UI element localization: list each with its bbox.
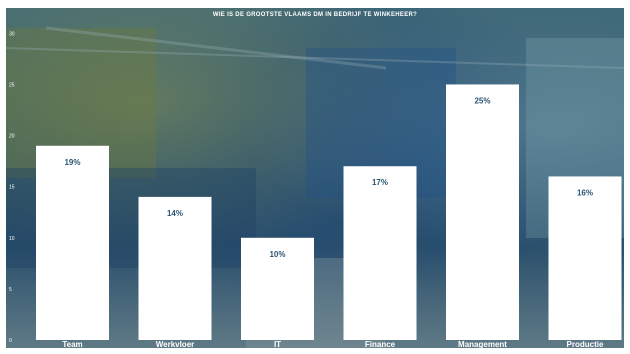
bar [549,176,622,340]
bar-value-label: 19% [64,158,80,167]
category-label: Productie [567,340,604,348]
y-tick-label: 30 [9,31,15,37]
bar-value-label: 17% [372,178,388,187]
y-tick-label: 25 [9,82,15,88]
bar [344,166,417,340]
bar-value-label: 25% [474,96,490,105]
bar [139,197,212,340]
bar [36,146,109,340]
slide-frame: WIE IS DE GROOTSTE VLAAMS DM IN BEDRIJF … [6,8,624,348]
category-label: Team [62,340,82,348]
category-label: Werkvloer [156,340,195,348]
bar-value-label: 10% [269,250,285,259]
y-tick-label: 15 [9,185,15,191]
y-tick-label: 20 [9,134,15,140]
bar-chart: 0 5 10 15 20 25 30 19% Team 14% Werkvloer 10% IT 17% F… [6,8,624,348]
y-tick-label: 0 [9,338,12,344]
category-label: Management [458,340,507,348]
y-tick-label: 5 [9,287,12,293]
y-tick-label: 10 [9,236,15,242]
category-label: IT [274,340,281,348]
bar-value-label: 14% [167,209,183,218]
bar [446,84,519,340]
category-label: Finance [365,340,396,348]
bar-value-label: 16% [577,188,593,197]
